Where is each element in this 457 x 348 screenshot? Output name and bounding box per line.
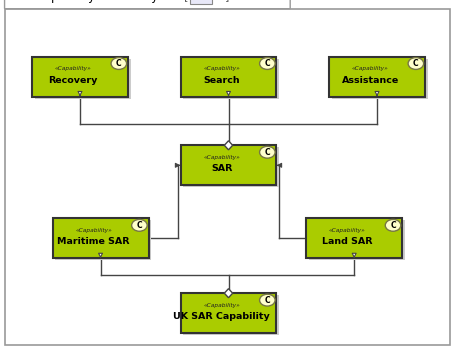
Circle shape — [260, 57, 275, 70]
Text: «Capability»: «Capability» — [352, 66, 388, 71]
Text: «Capability»: «Capability» — [75, 228, 112, 233]
Text: «Capability»: «Capability» — [203, 155, 240, 160]
Text: SAR: SAR — [211, 164, 232, 173]
Circle shape — [111, 57, 127, 70]
FancyBboxPatch shape — [183, 58, 279, 99]
Text: C1: C1 — [237, 0, 250, 1]
Polygon shape — [224, 141, 233, 150]
Text: C: C — [265, 59, 270, 68]
Text: C: C — [265, 148, 270, 157]
Circle shape — [132, 219, 147, 231]
FancyBboxPatch shape — [35, 58, 131, 99]
FancyBboxPatch shape — [55, 221, 151, 260]
Circle shape — [385, 219, 401, 231]
Circle shape — [260, 294, 275, 306]
FancyBboxPatch shape — [329, 57, 425, 96]
Circle shape — [408, 57, 424, 70]
FancyBboxPatch shape — [181, 57, 276, 96]
Text: Maritime SAR: Maritime SAR — [58, 237, 130, 246]
Text: «Capability»: «Capability» — [203, 303, 240, 308]
Polygon shape — [224, 289, 233, 298]
Text: C: C — [390, 221, 396, 230]
Text: Recovery: Recovery — [48, 76, 98, 85]
Text: ]: ] — [225, 0, 229, 1]
Text: C: C — [265, 296, 270, 304]
FancyBboxPatch shape — [309, 221, 405, 260]
Text: «Capability»: «Capability» — [203, 66, 240, 71]
FancyBboxPatch shape — [183, 295, 279, 335]
Text: [: [ — [184, 0, 188, 1]
Text: C: C — [413, 59, 419, 68]
Text: C: C — [116, 59, 122, 68]
FancyBboxPatch shape — [306, 219, 402, 258]
Text: Assistance: Assistance — [341, 76, 399, 85]
FancyBboxPatch shape — [181, 145, 276, 185]
Text: Land SAR: Land SAR — [322, 237, 372, 246]
Text: C: C — [137, 221, 142, 230]
FancyBboxPatch shape — [332, 58, 428, 99]
Text: E: E — [199, 0, 203, 1]
Text: C1 Capability Taxonomy: C1 Capability Taxonomy — [16, 0, 158, 3]
Text: «Capability»: «Capability» — [329, 228, 366, 233]
Text: «Capability»: «Capability» — [55, 66, 91, 71]
FancyBboxPatch shape — [183, 148, 279, 187]
Polygon shape — [5, 0, 290, 9]
Circle shape — [260, 146, 275, 158]
FancyBboxPatch shape — [5, 9, 450, 345]
Text: Search: Search — [203, 76, 240, 85]
Text: UK SAR Capability: UK SAR Capability — [173, 312, 270, 321]
FancyBboxPatch shape — [32, 57, 128, 96]
FancyBboxPatch shape — [190, 0, 212, 4]
FancyBboxPatch shape — [53, 219, 149, 258]
FancyBboxPatch shape — [181, 293, 276, 333]
